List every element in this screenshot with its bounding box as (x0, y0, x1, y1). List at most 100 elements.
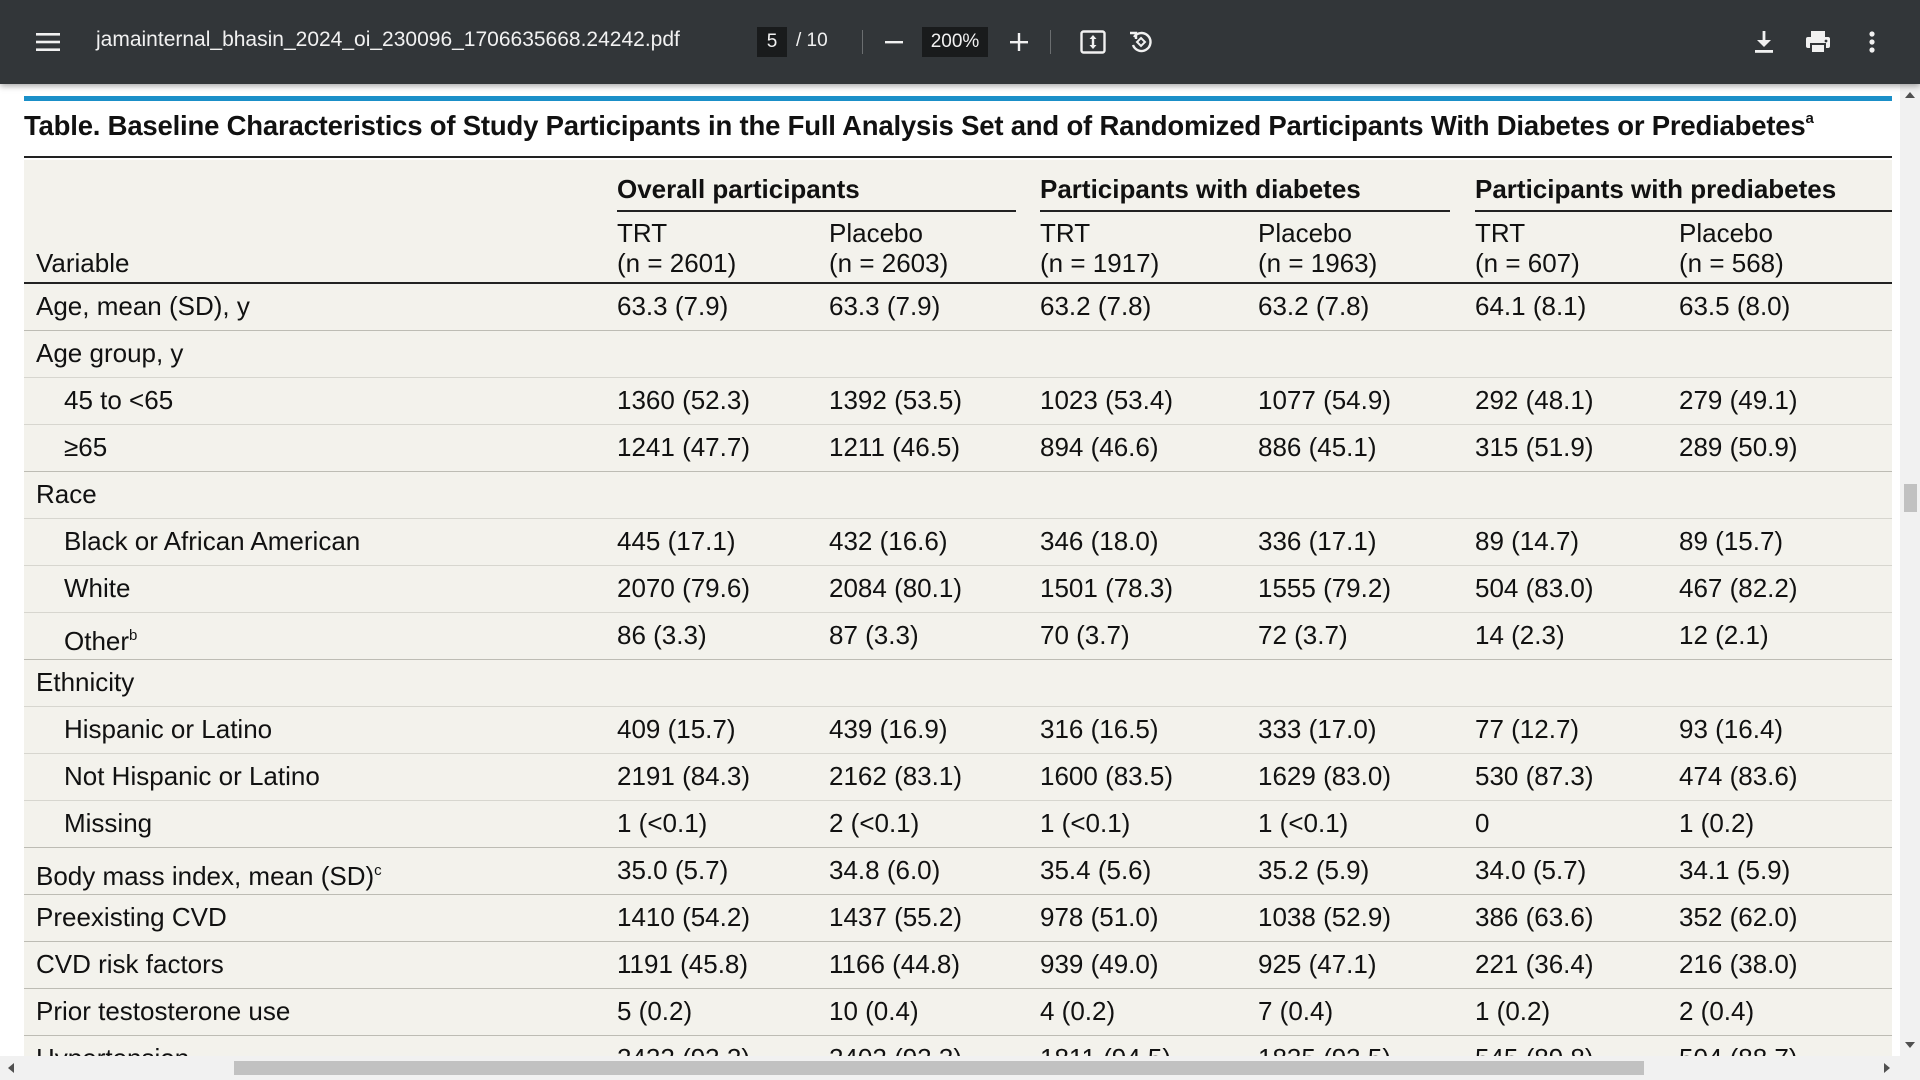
zoom-out-icon[interactable] (872, 20, 916, 64)
horizontal-scrollbar[interactable] (0, 1056, 1920, 1080)
table-background (24, 160, 1892, 1056)
page-number-input[interactable] (757, 27, 787, 57)
variable-column-header: Variable (36, 248, 130, 278)
vertical-scroll-thumb[interactable] (1904, 484, 1917, 512)
table-cell: 63.3 (7.9) (829, 291, 941, 321)
table-row: Not Hispanic or Latino 2191 (84.3) 2162 (8… (24, 754, 1892, 801)
column-header: Placebo (n = 1963) (1258, 218, 1378, 278)
table-cell: 894 (46.6) (1040, 432, 1159, 462)
zoom-in-icon[interactable] (997, 20, 1041, 64)
table-row: 45 to <65 1360 (52.3) 1392 (53.5) 1023 (53.… (24, 378, 1892, 425)
scroll-up-arrow-icon[interactable] (1905, 92, 1915, 98)
table-cell: 221 (36.4) (1475, 949, 1594, 979)
table-cell: 1 (0.2) (1679, 808, 1755, 838)
table-cell: 2084 (80.1) (829, 573, 962, 603)
table-cell: 316 (16.5) (1040, 714, 1159, 744)
scroll-right-arrow-icon[interactable] (1884, 1063, 1890, 1073)
table-cell: 1 (<0.1) (1040, 808, 1131, 838)
toolbar-divider (1050, 30, 1051, 54)
table-cell: 1835 (93.5) (1258, 1036, 1391, 1056)
table-cell: 1166 (44.8) (829, 949, 961, 979)
table-cell: 315 (51.9) (1475, 432, 1594, 462)
table-cell: 35.4 (5.6) (1040, 855, 1152, 885)
row-label: Not Hispanic or Latino (64, 761, 320, 791)
table-row: Age group, y (24, 331, 1892, 378)
horizontal-scroll-thumb[interactable] (234, 1061, 1644, 1075)
table-cell: 1392 (53.5) (829, 385, 962, 415)
table-cell: 432 (16.6) (829, 526, 948, 556)
column-header: TRT (n = 2601) (617, 218, 737, 278)
table-cell: 72 (3.7) (1258, 620, 1348, 650)
row-label: Ethnicity (36, 667, 135, 697)
table-cell: 63.2 (7.8) (1258, 291, 1370, 321)
fit-page-icon[interactable] (1071, 20, 1115, 64)
table-cell: 336 (17.1) (1258, 526, 1377, 556)
table-cell: 35.0 (5.7) (617, 855, 729, 885)
table-cell: 1501 (78.3) (1040, 573, 1173, 603)
table-cell: 1600 (83.5) (1040, 761, 1173, 791)
table-cell: 386 (63.6) (1475, 902, 1594, 932)
table-cell: 1211 (46.5) (829, 432, 961, 462)
vertical-scrollbar[interactable] (1900, 84, 1920, 1056)
table-row: Hispanic or Latino 409 (15.7) 439 (16.9) 31… (24, 707, 1892, 754)
table-cell: 504 (83.0) (1475, 573, 1594, 603)
row-label: Age, mean (SD), y (36, 291, 250, 321)
row-label: Preexisting CVD (36, 902, 227, 932)
row-label: Otherb (64, 626, 138, 656)
table-cell: 1023 (53.4) (1040, 385, 1173, 415)
table-cell: 333 (17.0) (1258, 714, 1377, 744)
pdf-toolbar: jamainternal_bhasin_2024_oi_230096_17066… (0, 0, 1920, 84)
table-cell: 12 (2.1) (1679, 620, 1769, 650)
pdf-viewport[interactable]: Table. Baseline Characteristics of Study… (0, 84, 1900, 1056)
group-rule (1040, 210, 1450, 212)
table-cell: 7 (0.4) (1258, 996, 1334, 1026)
table-cell: 1038 (52.9) (1258, 902, 1391, 932)
table-cell: 34.0 (5.7) (1475, 855, 1587, 885)
table-cell: 1241 (47.7) (617, 432, 750, 462)
toolbar-divider (862, 30, 863, 54)
table-cell: 1360 (52.3) (617, 385, 750, 415)
column-header: TRT (n = 1917) (1040, 218, 1160, 278)
hamburger-menu-icon[interactable] (26, 20, 70, 64)
download-icon[interactable] (1742, 20, 1786, 64)
zoom-level-input[interactable] (922, 27, 988, 57)
print-icon[interactable] (1796, 20, 1840, 64)
table-cell: 978 (51.0) (1040, 902, 1159, 932)
table-title: Table. Baseline Characteristics of Study… (24, 110, 1814, 141)
rotate-icon[interactable] (1119, 20, 1163, 64)
table-cell: 34.8 (6.0) (829, 855, 941, 885)
table-row: Black or African American 445 (17.1) 432 (… (24, 519, 1892, 566)
table-row: Ethnicity (24, 660, 1892, 707)
group-header-overall: Overall participants (617, 174, 860, 204)
table-body: Age, mean (SD), y 63.3 (7.9) 63.3 (7.9) 63.… (24, 284, 1892, 1056)
table-cell: 0 (1475, 808, 1490, 838)
more-vert-icon[interactable] (1850, 20, 1894, 64)
table-cell: 216 (38.0) (1679, 949, 1798, 979)
column-header: TRT (n = 607) (1475, 218, 1580, 278)
scroll-left-arrow-icon[interactable] (8, 1063, 14, 1073)
table-cell: 279 (49.1) (1679, 385, 1798, 415)
table-cell: 886 (45.1) (1258, 432, 1377, 462)
table-cell: 2402 (92.3) (829, 1036, 962, 1056)
table-cell: 1191 (45.8) (617, 949, 749, 979)
table-cell: 5 (0.2) (617, 996, 693, 1026)
row-label: Hispanic or Latino (64, 714, 273, 744)
table-cell: 34.1 (5.9) (1679, 855, 1791, 885)
table-row: CVD risk factors 1191 (45.8) 1166 (44.8) 93… (24, 942, 1892, 989)
table-cell: 1437 (55.2) (829, 902, 962, 932)
table-cell: 1 (0.2) (1475, 996, 1551, 1026)
table-cell: 1629 (83.0) (1258, 761, 1391, 791)
group-rule (617, 210, 1016, 212)
group-rule (1475, 210, 1892, 212)
page-total: / 10 (796, 30, 828, 51)
table-cell: 77 (12.7) (1475, 714, 1580, 744)
scroll-down-arrow-icon[interactable] (1905, 1042, 1915, 1048)
table-cell: 2070 (79.6) (617, 573, 750, 603)
row-label: Prior testosterone use (36, 996, 291, 1026)
table-row: Prior testosterone use 5 (0.2) 10 (0.4) 4 (… (24, 989, 1892, 1036)
table-cell: 2 (<0.1) (829, 808, 920, 838)
row-label: Race (36, 479, 97, 509)
table-cell: 63.5 (8.0) (1679, 291, 1791, 321)
row-label: White (64, 573, 131, 603)
table-cell: 35.2 (5.9) (1258, 855, 1370, 885)
